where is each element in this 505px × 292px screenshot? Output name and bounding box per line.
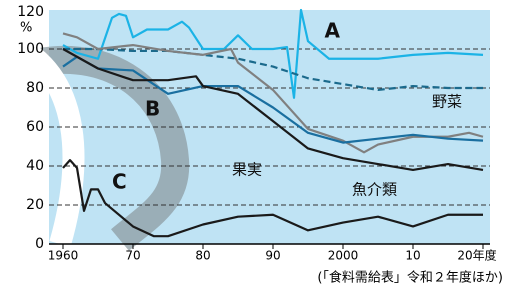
series-label: B [145, 97, 160, 121]
y-tick-label: 20 [26, 197, 44, 213]
source-note: (「食料需給表」令和２年度ほか) [317, 270, 503, 286]
x-tick-label: 70 [125, 249, 140, 263]
series-label: 魚介類 [352, 181, 397, 199]
x-tick-label: 20年度 [457, 248, 496, 263]
y-tick-label: 100 [17, 41, 44, 57]
y-tick-label: 60 [26, 119, 44, 135]
series-label: 果実 [232, 161, 262, 179]
x-tick-label: 80 [195, 249, 210, 263]
y-tick-label: 0 [35, 236, 44, 252]
y-unit: % [20, 21, 32, 36]
chart: % (「食料需給表」令和２年度ほか) 0 20 40 60 80 100 120 1960 70… [0, 0, 505, 292]
series-label: 野菜 [432, 93, 462, 111]
x-tick-label: 10 [405, 249, 420, 263]
y-tick-label: 120 [17, 4, 44, 20]
y-tick-label: 80 [26, 80, 44, 96]
x-tick-label: 90 [265, 249, 280, 263]
series-label: A [325, 19, 341, 43]
y-tick-label: 40 [26, 158, 44, 174]
series-label: C [112, 170, 127, 194]
x-tick-label: 2000 [328, 249, 359, 263]
x-tick-label: 1960 [48, 249, 79, 263]
